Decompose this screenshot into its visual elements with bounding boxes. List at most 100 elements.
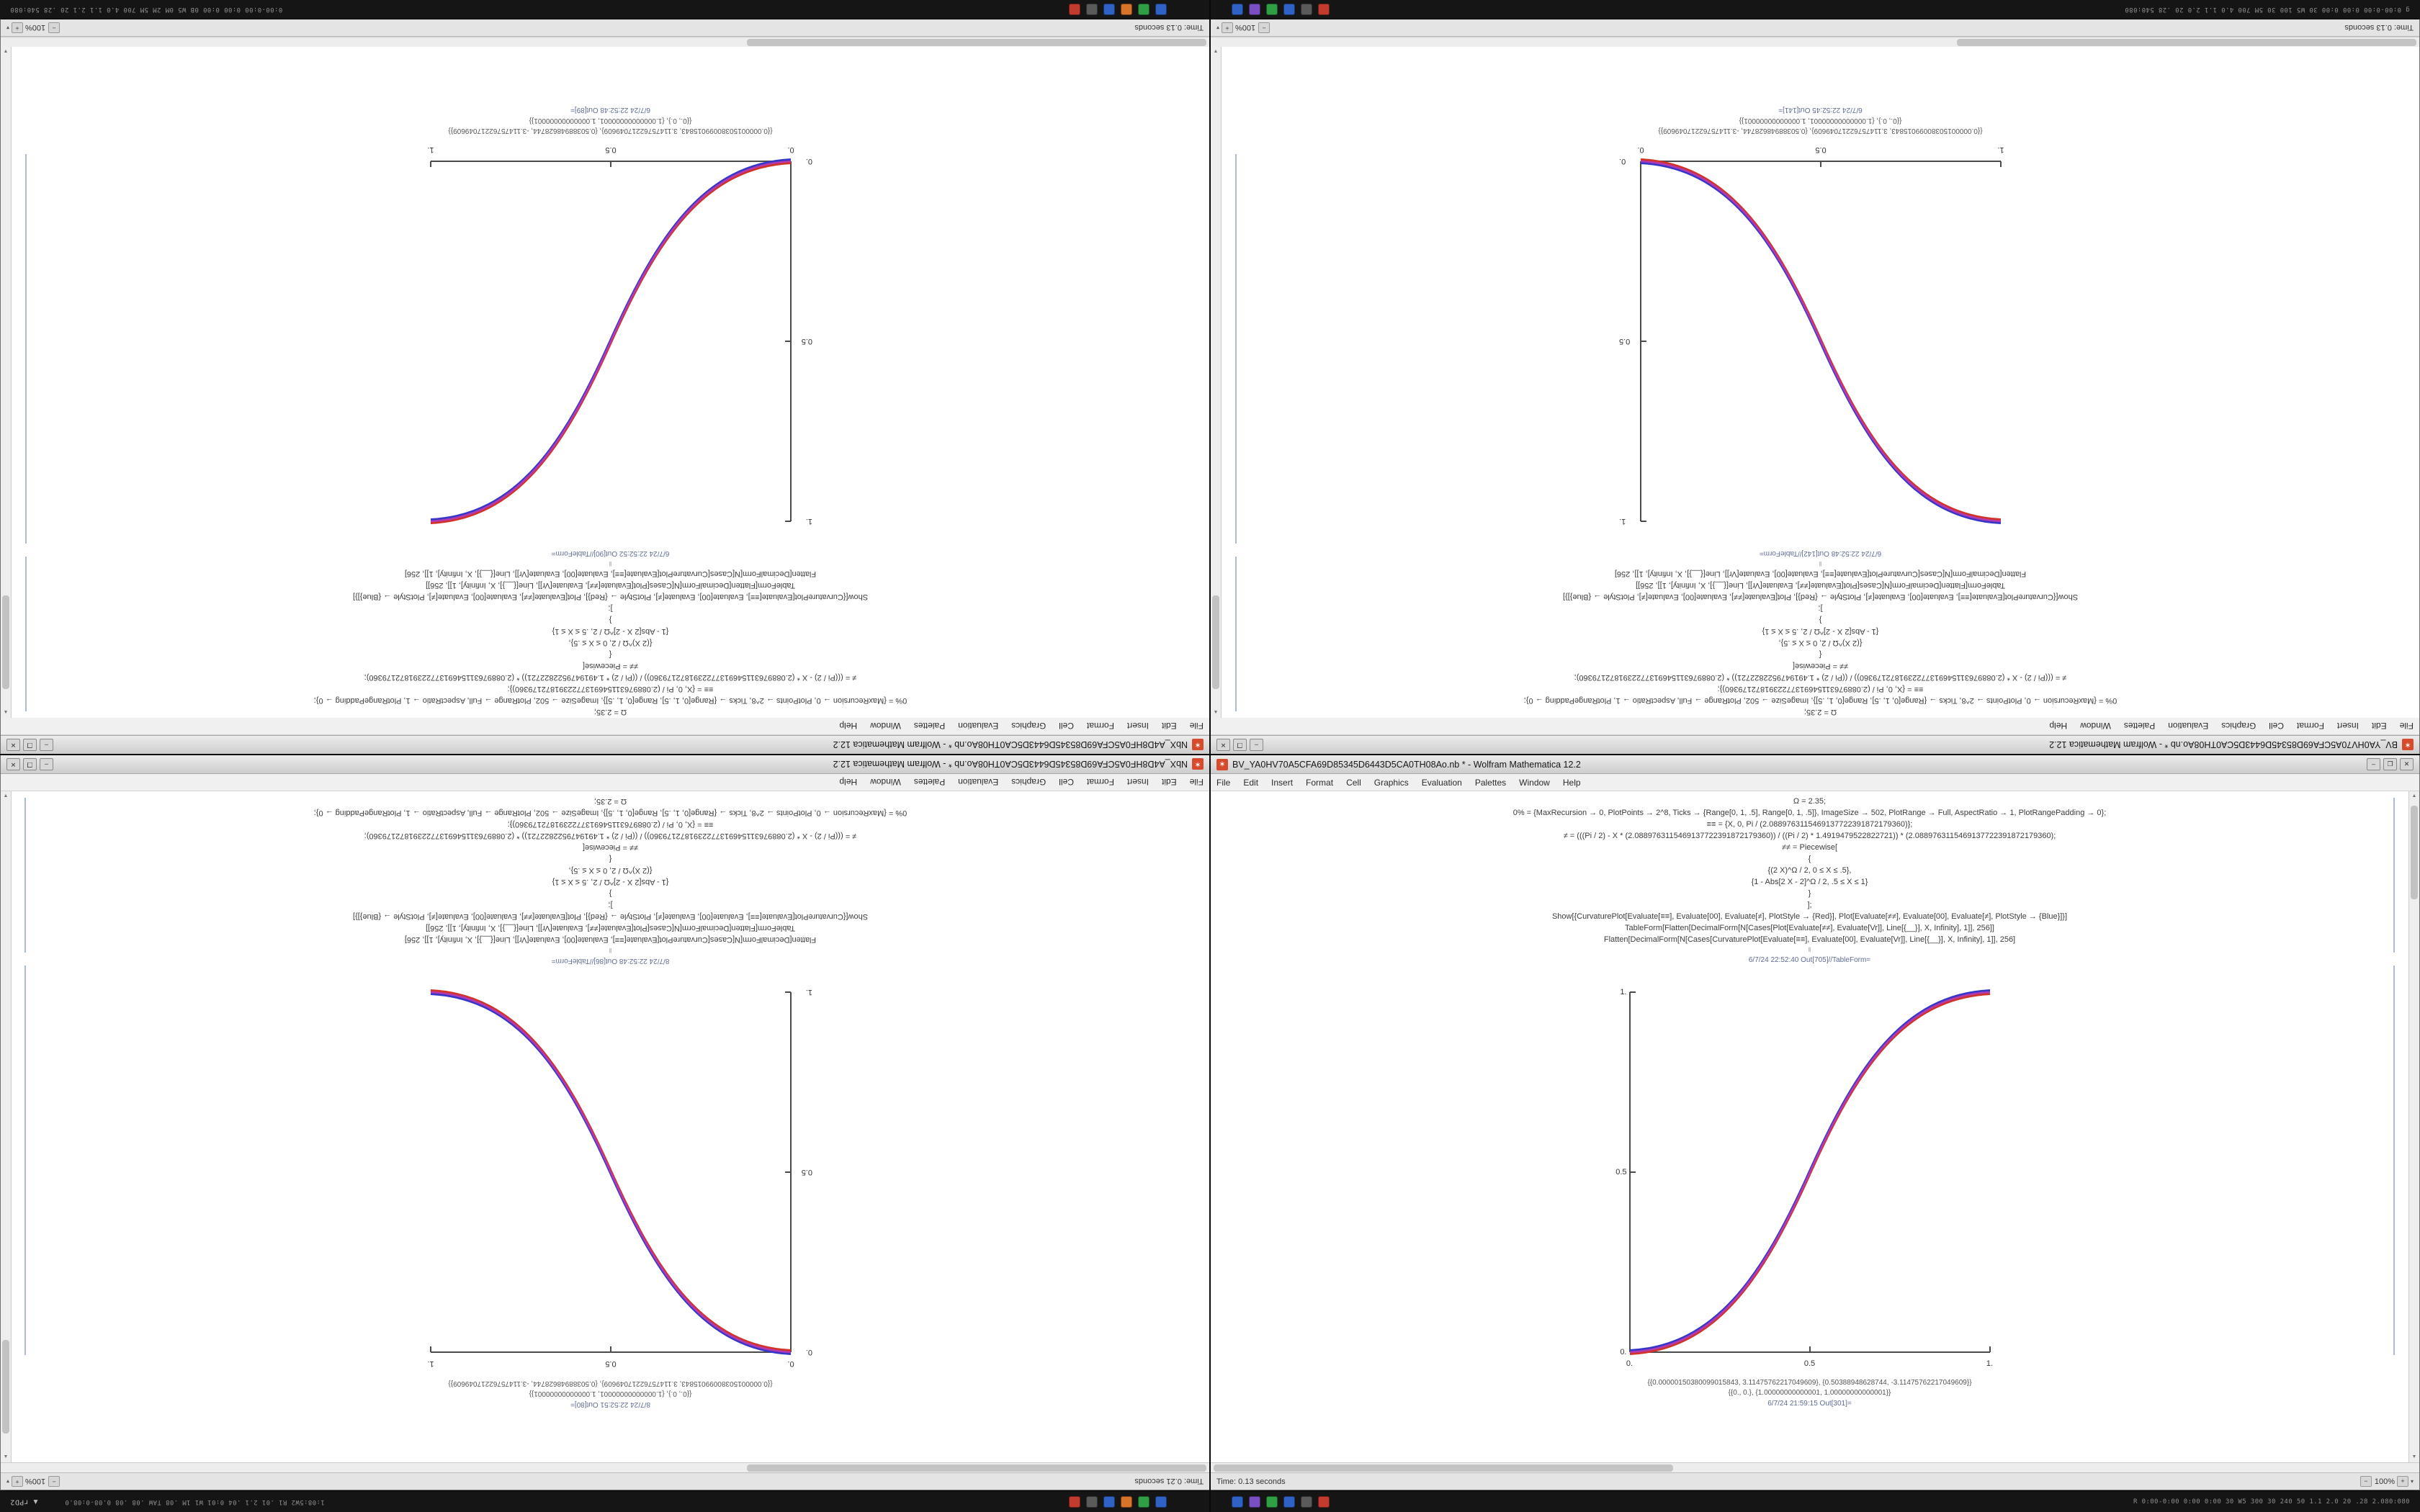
minimize-button[interactable]: –	[1250, 739, 1263, 751]
input-code-cell[interactable]: Ω = 2.35; 0% = {MaxRecursion → 0, PlotPo…	[12, 796, 1209, 945]
menu-help[interactable]: Help	[2049, 721, 2068, 732]
taskbar-app-icon[interactable]	[1301, 4, 1312, 15]
horizontal-scrollbar-thumb[interactable]	[747, 39, 1206, 46]
zoom-in-button[interactable]: +	[1222, 22, 1234, 33]
menu-evaluation[interactable]: Evaluation	[958, 777, 999, 788]
vertical-scrollbar-thumb[interactable]	[2, 1340, 9, 1434]
menu-format[interactable]: Format	[1306, 777, 1334, 788]
maximize-button[interactable]: ❐	[1233, 739, 1247, 751]
zoom-menu-caret-icon[interactable]: ▾	[2410, 1478, 2414, 1485]
taskbar-app-icon[interactable]	[1283, 4, 1295, 15]
maximize-button[interactable]: ❐	[2383, 758, 2397, 770]
horizontal-scrollbar-thumb[interactable]	[1957, 39, 2416, 46]
vertical-scrollbar-thumb[interactable]	[2, 595, 9, 689]
taskbar-app-icon[interactable]	[1232, 4, 1243, 15]
menu-help[interactable]: Help	[1562, 777, 1581, 788]
taskbar-app-icon[interactable]	[1283, 1496, 1295, 1508]
menu-palettes[interactable]: Palettes	[913, 721, 946, 732]
close-button[interactable]: ✕	[2400, 758, 2414, 770]
zoom-in-button[interactable]: +	[2396, 1476, 2408, 1487]
taskbar-app-icon[interactable]	[1266, 1496, 1278, 1508]
menu-graphics[interactable]: Graphics	[1011, 721, 1047, 732]
minimize-button[interactable]: –	[2367, 758, 2380, 770]
menu-help[interactable]: Help	[839, 777, 858, 788]
menu-cell[interactable]: Cell	[1059, 721, 1074, 732]
menu-window[interactable]: Window	[1519, 777, 1550, 788]
maximize-button[interactable]: ❐	[23, 758, 37, 770]
taskbar-app-icon[interactable]	[1249, 1496, 1260, 1508]
taskbar-app-icon[interactable]	[1232, 1496, 1243, 1508]
taskbar-app-icon[interactable]	[1069, 1496, 1080, 1508]
scroll-up-icon[interactable]: ▲	[3, 49, 9, 54]
minimize-button[interactable]: –	[40, 758, 53, 770]
input-code-cell[interactable]: Ω = 2.35; 0% = {MaxRecursion → 0, PlotPo…	[1211, 796, 2408, 945]
taskbar-app-icon[interactable]	[1069, 4, 1080, 15]
menu-window[interactable]: Window	[2080, 721, 2111, 732]
taskbar-app-icon[interactable]	[1086, 4, 1098, 15]
zoom-out-button[interactable]: −	[2360, 1476, 2372, 1487]
scroll-up-icon[interactable]: ▲	[1213, 49, 1219, 54]
menu-file[interactable]: File	[1189, 721, 1204, 732]
menu-edit[interactable]: Edit	[1161, 721, 1177, 732]
taskbar-app-icon[interactable]	[1086, 1496, 1098, 1508]
horizontal-scrollbar-thumb[interactable]	[747, 1464, 1206, 1472]
zoom-in-button[interactable]: +	[12, 22, 24, 33]
taskbar-app-icon[interactable]	[1103, 4, 1115, 15]
menu-cell[interactable]: Cell	[2269, 721, 2284, 732]
menu-edit[interactable]: Edit	[2371, 721, 2387, 732]
close-button[interactable]: ✕	[6, 758, 20, 770]
menu-graphics[interactable]: Graphics	[1011, 777, 1047, 788]
menu-help[interactable]: Help	[839, 721, 858, 732]
zoom-in-button[interactable]: +	[12, 1476, 24, 1487]
scroll-down-icon[interactable]: ▼	[3, 1454, 9, 1459]
workspace-pager[interactable]: ▲ rPD2	[10, 1498, 38, 1506]
taskbar-app-icon[interactable]	[1266, 4, 1278, 15]
menu-window[interactable]: Window	[870, 777, 901, 788]
menu-file[interactable]: File	[1216, 777, 1231, 788]
menu-insert[interactable]: Insert	[1126, 721, 1149, 732]
menu-format[interactable]: Format	[1086, 777, 1114, 788]
close-button[interactable]: ✕	[6, 739, 20, 751]
menu-format[interactable]: Format	[1086, 721, 1114, 732]
menu-evaluation[interactable]: Evaluation	[1421, 777, 1462, 788]
menu-insert[interactable]: Insert	[1126, 777, 1149, 788]
scroll-up-icon[interactable]: ▲	[2411, 793, 2417, 798]
taskbar-app-icon[interactable]	[1138, 1496, 1150, 1508]
zoom-menu-caret-icon[interactable]: ▾	[6, 1478, 10, 1485]
window-titlebar[interactable]: ✶ BV_YA0HV70A5CFA69D85345D6443D5CA0TH08A…	[1211, 755, 2419, 774]
zoom-out-button[interactable]: −	[48, 1476, 60, 1487]
scroll-down-icon[interactable]: ▼	[2411, 1454, 2417, 1459]
zoom-menu-caret-icon[interactable]: ▾	[6, 24, 10, 31]
menu-evaluation[interactable]: Evaluation	[958, 721, 999, 732]
menu-graphics[interactable]: Graphics	[2221, 721, 2257, 732]
menu-file[interactable]: File	[1189, 777, 1204, 788]
horizontal-scrollbar[interactable]	[1, 37, 1209, 47]
scroll-down-icon[interactable]: ▼	[1213, 710, 1219, 715]
taskbar-app-icon[interactable]	[1121, 1496, 1132, 1508]
vertical-scrollbar[interactable]: ▲ ▼	[1, 791, 12, 1462]
window-titlebar[interactable]: ✶ NbX_A4D8HF0A5CFA69D85345D6443D5CA0TH08…	[1, 735, 1209, 754]
horizontal-scrollbar[interactable]	[1, 1462, 1209, 1472]
menu-window[interactable]: Window	[870, 721, 901, 732]
menu-cell[interactable]: Cell	[1059, 777, 1074, 788]
menu-palettes[interactable]: Palettes	[1474, 777, 1507, 788]
input-code-cell[interactable]: Ω = 2.35; 0% = {MaxRecursion → 0, PlotPo…	[1222, 568, 2419, 718]
menu-evaluation[interactable]: Evaluation	[2168, 721, 2209, 732]
horizontal-scrollbar[interactable]	[1211, 1462, 2419, 1472]
horizontal-scrollbar-thumb[interactable]	[1214, 1464, 1673, 1472]
menu-palettes[interactable]: Palettes	[2123, 721, 2156, 732]
taskbar-app-icon[interactable]	[1138, 4, 1150, 15]
vertical-scrollbar[interactable]: ▲ ▼	[1211, 47, 1222, 718]
scroll-up-icon[interactable]: ▲	[3, 793, 9, 798]
taskbar-app-icon[interactable]	[1155, 4, 1167, 15]
vertical-scrollbar[interactable]: ▲ ▼	[2408, 791, 2419, 1462]
menu-edit[interactable]: Edit	[1161, 777, 1177, 788]
minimize-button[interactable]: –	[40, 739, 53, 751]
scroll-down-icon[interactable]: ▼	[3, 710, 9, 715]
menu-file[interactable]: File	[2399, 721, 2414, 732]
menu-edit[interactable]: Edit	[1243, 777, 1259, 788]
zoom-out-button[interactable]: −	[1258, 22, 1270, 33]
maximize-button[interactable]: ❐	[23, 739, 37, 751]
input-code-cell[interactable]: Ω = 2.35; 0% = {MaxRecursion → 0, PlotPo…	[12, 568, 1209, 718]
taskbar-app-icon[interactable]	[1318, 4, 1330, 15]
